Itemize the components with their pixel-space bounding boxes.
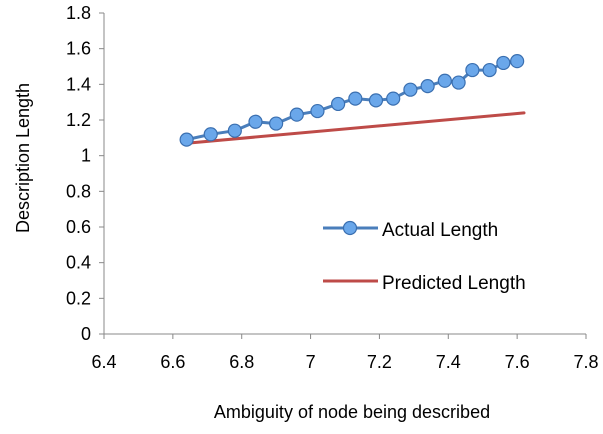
data-point-actual-length <box>289 107 304 122</box>
x-tick-label: 7 <box>306 352 316 372</box>
data-point-actual-length <box>482 62 497 78</box>
y-tick-label: 1.8 <box>66 3 91 23</box>
legend-item-actual-length: Actual Length <box>323 220 498 241</box>
data-point-actual-length <box>310 103 325 119</box>
data-point-actual-length <box>269 116 284 131</box>
x-tick-label: 7.4 <box>436 352 461 372</box>
x-tick-label: 7.6 <box>505 352 530 372</box>
data-point-actual-length <box>510 54 525 69</box>
legend-label-predicted-length: Predicted Length <box>382 273 526 294</box>
x-tick-label: 6.4 <box>91 352 116 372</box>
y-tick-label: 0.6 <box>66 217 91 237</box>
data-point-actual-length <box>386 91 401 106</box>
x-axis-ticks: 6.4 6.6 6.8 7 7.2 7.4 7.6 7.8 <box>91 334 599 372</box>
data-point-actual-length <box>420 79 435 94</box>
data-point-actual-length <box>451 75 466 90</box>
y-tick-label: 1.4 <box>66 74 91 94</box>
y-tick-label: 0.4 <box>66 253 91 273</box>
x-tick-label: 6.8 <box>229 352 254 372</box>
y-tick-label: 1.2 <box>66 110 91 130</box>
data-point-actual-length <box>331 96 346 112</box>
data-point-actual-length <box>179 132 194 147</box>
data-point-actual-length <box>348 91 363 106</box>
data-point-actual-length <box>368 93 384 108</box>
legend-item-predicted-length: Predicted Length <box>323 273 526 294</box>
y-tick-label: 1 <box>81 146 91 166</box>
data-point-actual-length <box>403 82 418 97</box>
data-point-actual-length <box>496 55 511 71</box>
data-point-actual-length <box>465 62 480 78</box>
series-layer <box>179 54 526 147</box>
x-tick-label: 6.6 <box>160 352 185 372</box>
legend: Actual Length Predicted Length <box>323 220 526 294</box>
y-axis-ticks: 0 0.2 0.4 0.6 0.8 1 1.2 1.4 1.6 1.8 <box>66 3 104 344</box>
data-point-actual-length <box>203 127 218 142</box>
y-axis-label: Description Length <box>13 83 33 233</box>
y-tick-label: 0 <box>81 324 91 344</box>
data-point-actual-length <box>227 123 242 138</box>
axes <box>103 13 586 335</box>
y-tick-label: 0.2 <box>66 288 91 308</box>
x-tick-label: 7.8 <box>573 352 598 372</box>
series-line-predicted-length <box>185 111 526 145</box>
data-point-actual-length <box>248 114 263 129</box>
x-tick-label: 7.2 <box>367 352 392 372</box>
legend-label-actual-length: Actual Length <box>382 220 498 241</box>
legend-marker-actual-length <box>342 220 358 236</box>
data-point-actual-length <box>437 73 452 88</box>
x-axis-label: Ambiguity of node being described <box>214 402 490 422</box>
y-tick-label: 0.8 <box>66 181 91 201</box>
y-tick-label: 1.6 <box>66 39 91 59</box>
